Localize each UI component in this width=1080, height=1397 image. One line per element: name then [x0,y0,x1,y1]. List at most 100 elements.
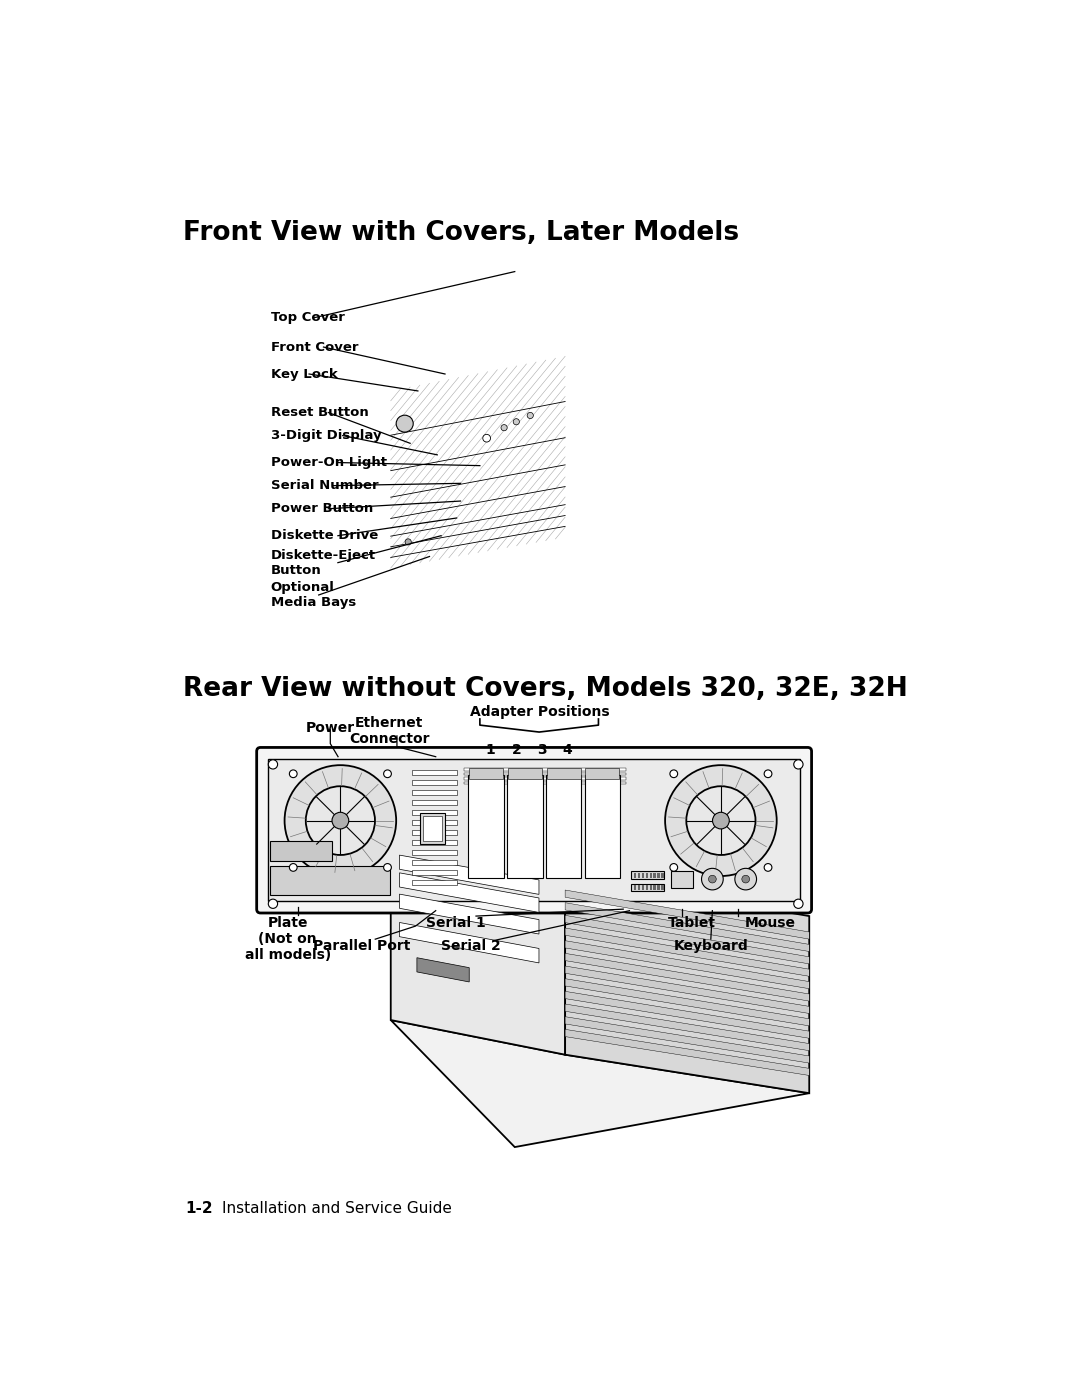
Circle shape [794,760,804,768]
Circle shape [501,425,508,430]
Bar [413,780,458,785]
Bar [268,759,800,901]
Polygon shape [565,902,809,951]
Polygon shape [565,873,809,1094]
Circle shape [289,863,297,872]
Text: 4: 4 [563,743,572,757]
Circle shape [794,900,804,908]
Circle shape [527,412,534,419]
Text: Front View with Covers, Later Models: Front View with Covers, Later Models [183,219,739,246]
Bar [413,840,458,845]
Circle shape [702,869,724,890]
Circle shape [713,812,729,828]
Circle shape [742,876,750,883]
Bar [631,884,663,891]
Polygon shape [565,953,809,1002]
Bar [658,886,660,890]
Circle shape [686,787,756,855]
Bar [413,849,458,855]
Text: Power-On Light: Power-On Light [271,455,387,469]
Bar [585,768,619,780]
FancyBboxPatch shape [257,747,811,914]
Bar [661,886,663,890]
Text: Tablet: Tablet [667,916,715,930]
Text: Optional
Media Bays: Optional Media Bays [271,581,356,609]
Bar [649,873,652,877]
Polygon shape [391,1020,809,1147]
Bar [413,800,458,805]
Text: Diskette-Eject
Button: Diskette-Eject Button [271,549,376,577]
Text: Ethernet
Connector: Ethernet Connector [349,715,430,746]
Text: 3: 3 [537,743,546,757]
Bar [463,782,625,784]
Polygon shape [565,992,809,1038]
Bar [423,816,442,841]
Polygon shape [417,958,469,982]
Text: 1-2: 1-2 [186,1201,213,1215]
Text: 2: 2 [512,743,522,757]
Circle shape [708,876,716,883]
Bar [661,873,663,877]
Bar [646,886,648,890]
Bar [413,789,458,795]
Circle shape [483,434,490,441]
Bar [413,820,458,826]
Bar [545,775,581,879]
Text: Diskette Drive: Diskette Drive [271,529,378,542]
Text: Keyboard: Keyboard [674,939,748,953]
Circle shape [734,869,757,890]
Polygon shape [565,1017,809,1063]
Bar [631,872,663,879]
Bar [634,873,636,877]
Bar [420,813,445,844]
Bar [638,886,640,890]
Bar [584,775,620,879]
Bar [270,866,390,895]
Circle shape [332,812,349,828]
Polygon shape [565,940,809,989]
Text: 1: 1 [485,743,495,757]
Text: Serial 1: Serial 1 [426,916,485,930]
Bar [413,830,458,835]
Bar [638,873,640,877]
Polygon shape [565,915,809,964]
Polygon shape [400,922,539,963]
Circle shape [396,415,414,432]
Circle shape [670,770,677,778]
Circle shape [383,863,391,872]
Text: Mouse: Mouse [745,916,796,930]
Polygon shape [565,928,809,977]
Bar [413,810,458,816]
Text: Serial 2: Serial 2 [441,939,501,953]
Polygon shape [565,1004,809,1051]
Bar [672,870,693,887]
Text: Reset Button: Reset Button [271,407,368,419]
Text: Power Button: Power Button [271,503,373,515]
Bar [270,841,332,861]
Text: Top Cover: Top Cover [271,312,345,324]
Circle shape [513,419,519,425]
Bar [642,873,644,877]
Text: Serial Number: Serial Number [271,479,378,492]
Bar [658,873,660,877]
Circle shape [670,863,677,872]
Bar [469,768,503,780]
Circle shape [268,760,278,768]
Bar [642,886,644,890]
Circle shape [306,787,375,855]
Text: Front Cover: Front Cover [271,341,359,353]
Bar [413,861,458,865]
Text: Adapter Positions: Adapter Positions [470,705,609,719]
Bar [463,773,625,775]
Polygon shape [400,873,539,912]
Polygon shape [565,965,809,1013]
Circle shape [268,900,278,908]
Bar [649,886,652,890]
Circle shape [665,766,777,876]
Bar [508,768,542,780]
Text: 3-Digit Display: 3-Digit Display [271,429,381,441]
Text: Plate
(Not on
all models): Plate (Not on all models) [244,916,330,963]
Circle shape [405,539,411,545]
Bar [653,873,656,877]
Polygon shape [400,894,539,935]
